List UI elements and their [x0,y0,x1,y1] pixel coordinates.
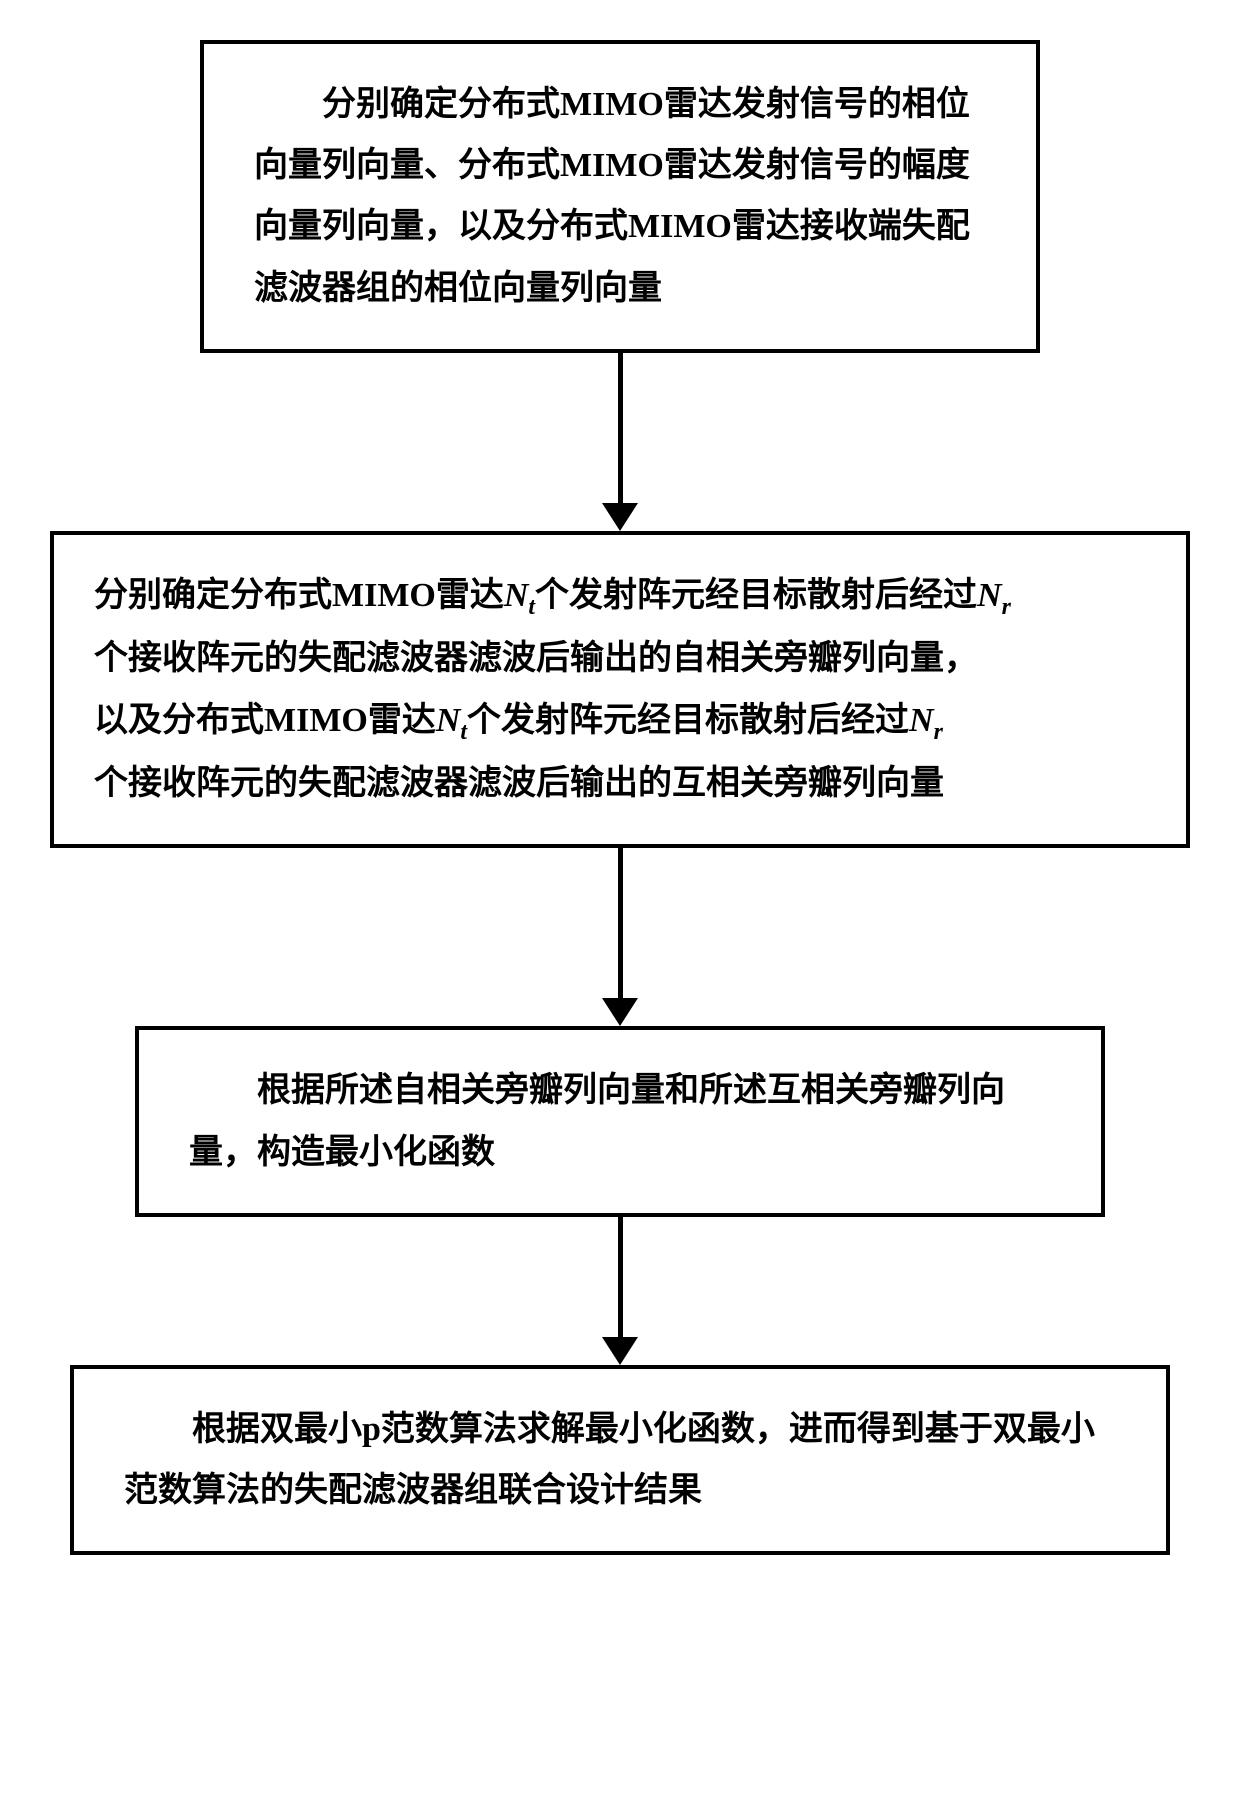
node2-var2: N [977,577,1002,614]
arrow-head [602,1337,638,1365]
node2-sub4: r [934,718,943,744]
node2-line4: 个接收阵元的失配滤波器滤波后输出的互相关旁瓣列向量 [94,753,1146,814]
node1-text: 分别确定分布式MIMO雷达发射信号的相位向量列向量、分布式MIMO雷达发射信号的… [254,86,970,307]
node2-line1: 分别确定分布式MIMO雷达Nt个发射阵元经目标散射后经过Nr [94,565,1146,629]
node2-text-prefix1: 分别确定分布式MIMO雷达 [94,577,504,614]
node2-line2: 个接收阵元的失配滤波器滤波后输出的自相关旁瓣列向量， [94,628,1146,689]
node2-line3: 以及分布式MIMO雷达Nt个发射阵元经目标散射后经过Nr [94,690,1146,754]
arrow-line [618,1217,623,1337]
flowchart-node-1: 分别确定分布式MIMO雷达发射信号的相位向量列向量、分布式MIMO雷达发射信号的… [200,40,1040,353]
node2-text-mid3: 个发射阵元经目标散射后经过 [467,702,909,739]
node2-text-prefix3: 以及分布式MIMO雷达 [94,702,436,739]
arrow-head [602,998,638,1026]
flowchart-node-4: 根据双最小p范数算法求解最小化函数，进而得到基于双最小范数算法的失配滤波器组联合… [70,1365,1170,1555]
node3-text: 根据所述自相关旁瓣列向量和所述互相关旁瓣列向量，构造最小化函数 [189,1072,1005,1170]
flowchart-node-2: 分别确定分布式MIMO雷达Nt个发射阵元经目标散射后经过Nr 个接收阵元的失配滤… [50,531,1190,849]
flowchart-arrow-2 [602,848,638,1026]
flowchart-container: 分别确定分布式MIMO雷达发射信号的相位向量列向量、分布式MIMO雷达发射信号的… [20,40,1220,1555]
node4-text: 根据双最小p范数算法求解最小化函数，进而得到基于双最小范数算法的失配滤波器组联合… [124,1411,1095,1509]
flowchart-arrow-3 [602,1217,638,1365]
node2-sub2: r [1002,594,1011,620]
arrow-line [618,353,623,503]
node2-var1: N [504,577,529,614]
flowchart-node-3: 根据所述自相关旁瓣列向量和所述互相关旁瓣列向量，构造最小化函数 [135,1026,1105,1216]
arrow-head [602,503,638,531]
flowchart-arrow-1 [602,353,638,531]
node2-var4: N [909,702,934,739]
node2-text-mid1: 个发射阵元经目标散射后经过 [535,577,977,614]
node2-var3: N [436,702,461,739]
arrow-line [618,848,623,998]
